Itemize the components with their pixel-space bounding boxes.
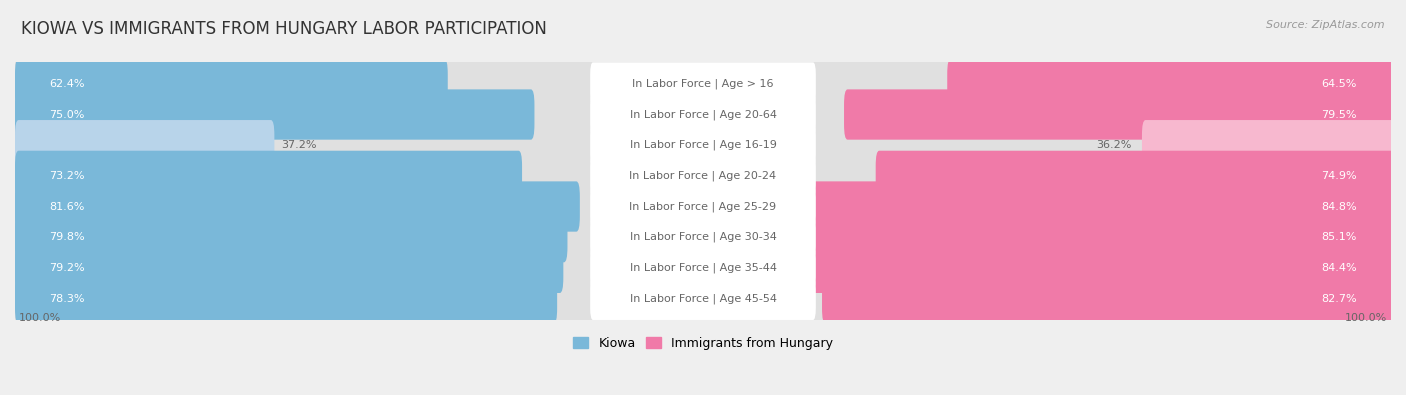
FancyBboxPatch shape [1142, 120, 1395, 170]
Text: 74.9%: 74.9% [1322, 171, 1357, 181]
FancyBboxPatch shape [591, 93, 815, 136]
Text: 81.6%: 81.6% [49, 201, 84, 211]
FancyBboxPatch shape [15, 181, 579, 231]
Text: In Labor Force | Age 20-64: In Labor Force | Age 20-64 [630, 109, 776, 120]
Text: 73.2%: 73.2% [49, 171, 84, 181]
Text: In Labor Force | Age 16-19: In Labor Force | Age 16-19 [630, 140, 776, 150]
Text: 79.2%: 79.2% [49, 263, 84, 273]
Text: 62.4%: 62.4% [49, 79, 84, 89]
Text: In Labor Force | Age 30-34: In Labor Force | Age 30-34 [630, 232, 776, 243]
FancyBboxPatch shape [948, 59, 1395, 109]
FancyBboxPatch shape [13, 263, 1393, 334]
Text: 100.0%: 100.0% [18, 312, 60, 322]
FancyBboxPatch shape [591, 277, 815, 320]
FancyBboxPatch shape [807, 181, 1395, 231]
FancyBboxPatch shape [15, 273, 557, 324]
FancyBboxPatch shape [15, 89, 534, 140]
FancyBboxPatch shape [15, 59, 447, 109]
FancyBboxPatch shape [806, 212, 1395, 262]
FancyBboxPatch shape [876, 151, 1395, 201]
Text: 79.8%: 79.8% [49, 232, 84, 242]
Text: 75.0%: 75.0% [49, 109, 84, 120]
Text: 37.2%: 37.2% [281, 140, 316, 150]
Text: 64.5%: 64.5% [1322, 79, 1357, 89]
Text: 100.0%: 100.0% [1346, 312, 1388, 322]
Text: 84.8%: 84.8% [1322, 201, 1357, 211]
FancyBboxPatch shape [15, 243, 564, 293]
Text: 85.1%: 85.1% [1322, 232, 1357, 242]
FancyBboxPatch shape [591, 185, 815, 228]
FancyBboxPatch shape [15, 151, 522, 201]
Text: In Labor Force | Age 35-44: In Labor Force | Age 35-44 [630, 263, 776, 273]
Text: In Labor Force | Age 20-24: In Labor Force | Age 20-24 [630, 171, 776, 181]
Text: KIOWA VS IMMIGRANTS FROM HUNGARY LABOR PARTICIPATION: KIOWA VS IMMIGRANTS FROM HUNGARY LABOR P… [21, 20, 547, 38]
Text: 84.4%: 84.4% [1322, 263, 1357, 273]
Text: In Labor Force | Age 45-54: In Labor Force | Age 45-54 [630, 293, 776, 304]
Legend: Kiowa, Immigrants from Hungary: Kiowa, Immigrants from Hungary [574, 337, 832, 350]
Text: In Labor Force | Age > 16: In Labor Force | Age > 16 [633, 79, 773, 89]
FancyBboxPatch shape [15, 212, 568, 262]
FancyBboxPatch shape [13, 232, 1393, 303]
FancyBboxPatch shape [844, 89, 1395, 140]
FancyBboxPatch shape [810, 243, 1395, 293]
FancyBboxPatch shape [591, 246, 815, 289]
FancyBboxPatch shape [13, 110, 1393, 181]
FancyBboxPatch shape [13, 140, 1393, 211]
FancyBboxPatch shape [13, 79, 1393, 150]
FancyBboxPatch shape [823, 273, 1395, 324]
FancyBboxPatch shape [15, 120, 274, 170]
Text: Source: ZipAtlas.com: Source: ZipAtlas.com [1267, 20, 1385, 30]
Text: 36.2%: 36.2% [1097, 140, 1132, 150]
Text: 82.7%: 82.7% [1322, 293, 1357, 303]
Text: In Labor Force | Age 25-29: In Labor Force | Age 25-29 [630, 201, 776, 212]
FancyBboxPatch shape [13, 171, 1393, 242]
FancyBboxPatch shape [591, 216, 815, 259]
Text: 78.3%: 78.3% [49, 293, 84, 303]
FancyBboxPatch shape [13, 48, 1393, 119]
Text: 79.5%: 79.5% [1322, 109, 1357, 120]
FancyBboxPatch shape [591, 124, 815, 167]
FancyBboxPatch shape [13, 201, 1393, 273]
FancyBboxPatch shape [591, 62, 815, 105]
FancyBboxPatch shape [591, 154, 815, 198]
